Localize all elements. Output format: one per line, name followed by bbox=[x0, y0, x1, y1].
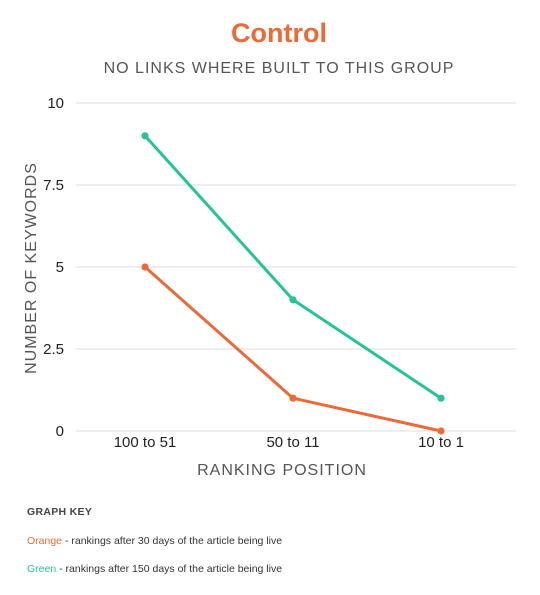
graph-key-green-name: Green bbox=[27, 563, 57, 575]
data-point bbox=[437, 394, 445, 402]
chart-title: Control bbox=[231, 18, 327, 48]
y-tick-label: 2.5 bbox=[43, 341, 64, 358]
x-axis-label: RANKING POSITION bbox=[197, 462, 367, 479]
x-tick-label: 100 to 51 bbox=[114, 434, 177, 451]
data-point bbox=[289, 394, 297, 402]
data-point bbox=[437, 427, 445, 435]
data-point bbox=[141, 132, 149, 140]
graph-key-entry-orange: Orange - rankings after 30 days of the a… bbox=[27, 535, 282, 547]
x-axis-ticks: 100 to 51 50 to 11 10 to 1 bbox=[114, 434, 464, 451]
chart-subtitle: NO LINKS WHERE BUILT TO THIS GROUP bbox=[104, 60, 455, 77]
y-tick-label: 5 bbox=[56, 259, 64, 276]
x-tick-label: 10 to 1 bbox=[418, 434, 464, 451]
y-tick-label: 7.5 bbox=[43, 177, 64, 194]
graph-key-title: GRAPH KEY bbox=[27, 506, 93, 518]
line-chart: Control NO LINKS WHERE BUILT TO THIS GRO… bbox=[23, 18, 516, 479]
data-point bbox=[289, 296, 297, 304]
x-tick-label: 50 to 11 bbox=[266, 434, 319, 451]
graph-key-green-text: - rankings after 150 days of the article… bbox=[56, 563, 283, 575]
y-axis-ticks: 0 2.5 5 7.5 10 bbox=[43, 95, 64, 440]
graph-key-entry-green: Green - rankings after 150 days of the a… bbox=[27, 563, 282, 575]
series-lines bbox=[141, 132, 445, 435]
data-point bbox=[141, 263, 149, 271]
graph-key-orange-text: - rankings after 30 days of the article … bbox=[62, 535, 283, 547]
y-axis-label: NUMBER OF KEYWORDS bbox=[23, 162, 40, 374]
y-tick-label: 0 bbox=[56, 423, 64, 440]
graph-key-orange-name: Orange bbox=[27, 535, 63, 547]
y-tick-label: 10 bbox=[47, 95, 64, 112]
